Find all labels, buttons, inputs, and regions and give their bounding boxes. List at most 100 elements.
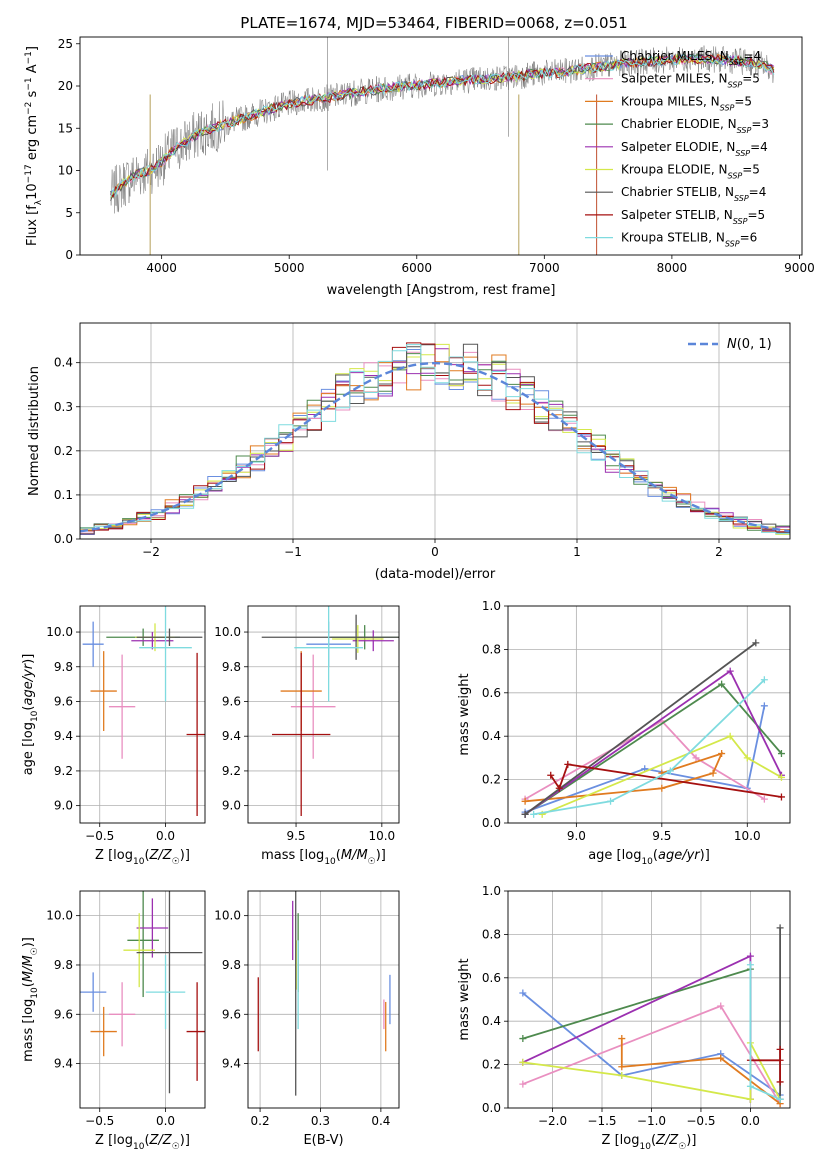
x-axis-label: mass [log10(M/M☉)]	[261, 848, 386, 867]
weight-plot-area	[521, 639, 785, 818]
y-tick-label: 9.8	[222, 958, 241, 972]
x-axis-label: wavelength [Angstrom, rest frame]	[327, 283, 556, 298]
weight-marker-kroupa-elodie	[777, 773, 785, 781]
y-axis-label: age [log10(age/yr)]	[21, 654, 40, 776]
weight-marker-salpeter-stelib	[776, 1045, 784, 1053]
axes-frame	[507, 890, 791, 1109]
y-axis-label: mass weight	[457, 673, 472, 755]
x-tick-label: 0.4	[371, 1114, 390, 1128]
legend-entry-label: Kroupa MILES, NSSP=5	[621, 94, 752, 112]
weight-marker-salpeter-stelib	[777, 793, 785, 801]
y-tick-label: 9.0	[222, 799, 241, 813]
y-tick-label: 9.2	[54, 764, 73, 778]
weight-marker-kroupa-miles	[618, 1063, 626, 1071]
y-tick-label: 9.8	[54, 660, 73, 674]
y-tick-label: 1.0	[482, 884, 501, 898]
legend-entry-label: Kroupa ELODIE, NSSP=5	[621, 163, 760, 181]
weight-marker-kroupa-stelib	[746, 961, 754, 969]
y-tick-label: 9.6	[54, 1007, 73, 1021]
age-vs-mass-chart: 9.5 10.0 9.0 9.2 9.4 9.6 9.8 10.0 mass [log10(M/…	[214, 605, 400, 867]
y-tick-label: 0.8	[482, 927, 501, 941]
y-tick-label: 9.6	[222, 1007, 241, 1021]
x-tick-label: −1	[284, 545, 302, 559]
x-tick-label: −2	[142, 545, 160, 559]
x-tick-label: 0.3	[311, 1114, 330, 1128]
x-axis-label: Z [log10(Z/Z☉)]	[95, 848, 190, 867]
legend-entry-label: Salpeter ELODIE, NSSP=4	[621, 140, 768, 158]
x-tick-label: 9.5	[286, 829, 305, 843]
axes-frame	[79, 322, 791, 540]
axes-frame	[247, 605, 400, 824]
y-tick-label: 0.4	[482, 1014, 501, 1028]
weight-marker-salpeter-elodie	[726, 667, 734, 675]
errorbar-plot-area	[257, 891, 391, 1096]
residual-hist-kroupa-stelib	[80, 344, 790, 537]
y-tick-label: 9.6	[222, 694, 241, 708]
x-tick-label: 8000	[657, 261, 688, 275]
weight-line-salpeter-stelib	[750, 1049, 781, 1082]
y-tick-label: 9.2	[222, 764, 241, 778]
massweight-vs-metallicity-chart: −2.0 −1.5 −1.0 −0.5 0.0 0.0 0.2 0.4 0.6 0.8 1.0 Z […	[457, 884, 791, 1152]
weight-marker-chabrier-elodie	[718, 680, 726, 688]
spectrum-plot-area	[110, 37, 775, 255]
x-tick-label: 0.2	[251, 1114, 270, 1128]
x-tick-label: −0.5	[85, 829, 114, 843]
y-tick-label: 25	[58, 37, 73, 51]
y-tick-label: 0.4	[482, 729, 501, 743]
figure-title: PLATE=1674, MJD=53464, FIBERID=0068, z=0…	[240, 14, 627, 32]
x-axis-label: (data-model)/error	[375, 567, 496, 582]
weight-marker-chabrier-miles	[519, 989, 527, 997]
x-axis-label: Z [log10(Z/Z☉)]	[95, 1133, 190, 1152]
y-tick-label: 9.8	[54, 958, 73, 972]
y-tick-label: 0.3	[54, 400, 73, 414]
massweight-vs-age-chart: 9.0 9.5 10.0 0.0 0.2 0.4 0.6 0.8 1.0 age [log10(a…	[457, 599, 791, 867]
x-tick-label: 9.0	[567, 829, 586, 843]
legend-entry-label: Chabrier ELODIE, NSSP=3	[621, 117, 769, 135]
x-tick-label: 10.0	[734, 829, 761, 843]
y-tick-label: 9.4	[54, 729, 73, 743]
weight-marker-kroupa-miles	[718, 750, 726, 758]
weight-marker-kroupa-elodie	[743, 754, 751, 762]
weight-marker-chabrier-stelib	[752, 639, 760, 647]
y-tick-label: 15	[58, 121, 73, 135]
errorbar-plot-area	[82, 606, 205, 817]
x-tick-label: 0.0	[741, 1114, 760, 1128]
weight-marker-kroupa-miles	[709, 769, 717, 777]
axes-frame	[79, 605, 206, 824]
weight-marker-salpeter-stelib	[555, 784, 563, 792]
weight-line-salpeter-miles	[524, 719, 765, 800]
weight-marker-salpeter-miles	[760, 795, 768, 803]
weight-marker-kroupa-miles	[658, 784, 666, 792]
residuals-histogram-chart: −2 −1 0 1 2 0.0 0.1 0.2 0.3 0.4 N(0, 1) (data-model…	[27, 322, 791, 582]
y-tick-label: 0.2	[482, 773, 501, 787]
y-tick-label: 20	[58, 79, 73, 93]
weight-line-chabrier-stelib	[524, 642, 757, 816]
x-tick-label: 10.0	[368, 829, 395, 843]
y-tick-label: 0.0	[54, 532, 73, 546]
y-tick-label: 10	[58, 164, 73, 178]
y-tick-label: 0.0	[482, 1101, 501, 1115]
weight-marker-salpeter-stelib	[776, 1056, 784, 1064]
x-tick-label: 0.0	[156, 829, 175, 843]
y-tick-label: 0.6	[482, 686, 501, 700]
legend-entry-label: Chabrier MILES, NSSP=4	[621, 49, 761, 67]
weight-marker-chabrier-miles	[760, 702, 768, 710]
weight-marker-salpeter-stelib	[547, 771, 555, 779]
weight-marker-kroupa-stelib	[666, 767, 674, 775]
x-tick-label: 9000	[784, 261, 815, 275]
weight-marker-kroupa-miles	[521, 797, 529, 805]
y-tick-label: 1.0	[482, 599, 501, 613]
x-axis-label: E(B-V)	[303, 1133, 343, 1148]
spectrum-chart: 4000 5000 6000 7000 8000 9000 0 5 10 15 20 25 Chabri…	[24, 36, 815, 298]
weight-plot-area	[519, 924, 784, 1108]
weight-marker-kroupa-stelib	[746, 1082, 754, 1090]
weight-marker-kroupa-elodie	[726, 732, 734, 740]
y-tick-label: 5	[65, 206, 73, 220]
weight-marker-kroupa-elodie	[746, 1095, 754, 1103]
axes-frame	[79, 36, 803, 256]
weight-line-salpeter-stelib	[549, 763, 782, 798]
x-tick-label: 4000	[146, 261, 177, 275]
weight-marker-salpeter-miles	[692, 754, 700, 762]
